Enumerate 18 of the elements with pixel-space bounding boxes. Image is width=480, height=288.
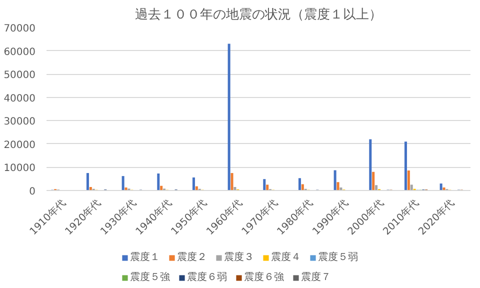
legend-label: 震度６強	[244, 270, 284, 284]
y-tick-label: 60000	[4, 46, 36, 58]
y-tick-label: 20000	[4, 140, 36, 151]
y-tick-label: 40000	[4, 93, 36, 104]
legend-label: 震度７	[301, 270, 331, 284]
legend-label: 震度１	[130, 250, 160, 264]
legend-label: 震度６弱	[187, 270, 227, 284]
legend-label: 震度５強	[130, 270, 170, 284]
y-tick-label: 70000	[4, 24, 36, 34]
y-tick-label: 0	[29, 186, 36, 198]
legend-label: 震度５弱	[318, 250, 358, 264]
y-tick-label: 30000	[4, 116, 36, 128]
legend-label: 震度４	[271, 250, 301, 264]
legend-label: 震度３	[224, 250, 254, 264]
legend-label: 震度２	[177, 250, 207, 264]
chart-title: 過去１００年の地震の状況（震度１以上）	[135, 6, 382, 22]
y-tick-label: 50000	[4, 70, 36, 82]
y-tick-label: 10000	[4, 163, 36, 174]
